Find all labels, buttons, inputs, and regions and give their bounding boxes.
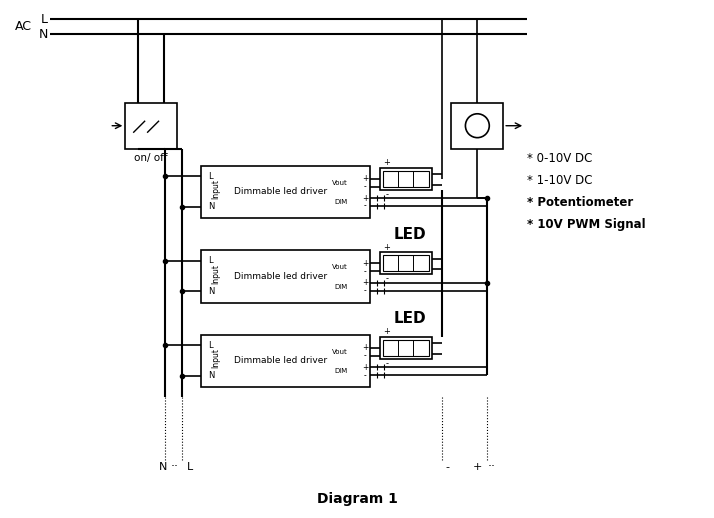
Text: L: L — [187, 462, 193, 472]
Text: -: - — [446, 462, 450, 472]
Text: N: N — [159, 462, 167, 472]
Text: Dimmable led driver: Dimmable led driver — [233, 272, 327, 281]
Bar — [201, 335, 370, 387]
Text: DIM: DIM — [335, 199, 348, 205]
Text: Vout: Vout — [332, 264, 348, 270]
Text: DIM: DIM — [335, 368, 348, 374]
Text: * Potentiometer: * Potentiometer — [527, 196, 633, 209]
Bar — [380, 252, 431, 274]
Text: +: + — [362, 194, 368, 203]
Bar — [383, 170, 428, 186]
Text: N: N — [208, 371, 214, 380]
Text: -: - — [363, 267, 366, 276]
Text: LED: LED — [393, 227, 426, 242]
Text: +: + — [383, 158, 391, 167]
Text: Vout: Vout — [332, 180, 348, 185]
Text: +: + — [362, 258, 368, 268]
Text: +: + — [473, 462, 482, 472]
Text: L: L — [208, 341, 213, 350]
Text: -: - — [386, 190, 388, 199]
Text: Vout: Vout — [332, 349, 348, 355]
Text: * 10V PWM Signal: * 10V PWM Signal — [527, 218, 645, 231]
Text: +: + — [362, 343, 368, 352]
Text: Input: Input — [211, 179, 220, 199]
Text: * 0-10V DC: * 0-10V DC — [527, 152, 593, 165]
Text: N: N — [39, 27, 48, 41]
Text: -: - — [363, 371, 366, 380]
Bar — [380, 337, 431, 358]
Text: * 1-10V DC: * 1-10V DC — [527, 174, 593, 187]
Text: +: + — [362, 174, 368, 183]
Bar — [383, 255, 428, 271]
Text: -: - — [363, 351, 366, 360]
Text: ··: ·· — [487, 461, 496, 473]
Text: LED: LED — [393, 311, 426, 326]
Text: -: - — [363, 202, 366, 211]
Bar — [201, 166, 370, 218]
Text: +: + — [362, 363, 368, 372]
Text: Input: Input — [211, 348, 220, 368]
Text: Input: Input — [211, 264, 220, 284]
Text: on/ off: on/ off — [134, 152, 168, 163]
Text: Dimmable led driver: Dimmable led driver — [233, 356, 327, 366]
Text: +: + — [383, 243, 391, 252]
Text: AC: AC — [15, 20, 32, 33]
Bar — [201, 250, 370, 303]
Text: N: N — [208, 202, 214, 211]
Text: L: L — [208, 171, 213, 181]
Bar — [451, 103, 503, 149]
Text: L: L — [208, 256, 213, 265]
Text: -: - — [386, 359, 388, 368]
Text: +: + — [383, 327, 391, 336]
Text: N: N — [208, 286, 214, 296]
Bar — [125, 103, 177, 149]
Text: ··: ·· — [171, 461, 179, 473]
Text: L: L — [41, 13, 48, 26]
Text: +: + — [362, 278, 368, 287]
Bar — [380, 168, 431, 190]
Text: Diagram 1: Diagram 1 — [316, 492, 398, 506]
Bar — [383, 340, 428, 356]
Text: Dimmable led driver: Dimmable led driver — [233, 188, 327, 196]
Text: -: - — [363, 182, 366, 191]
Text: DIM: DIM — [335, 284, 348, 290]
Text: -: - — [363, 286, 366, 295]
Text: -: - — [386, 275, 388, 283]
